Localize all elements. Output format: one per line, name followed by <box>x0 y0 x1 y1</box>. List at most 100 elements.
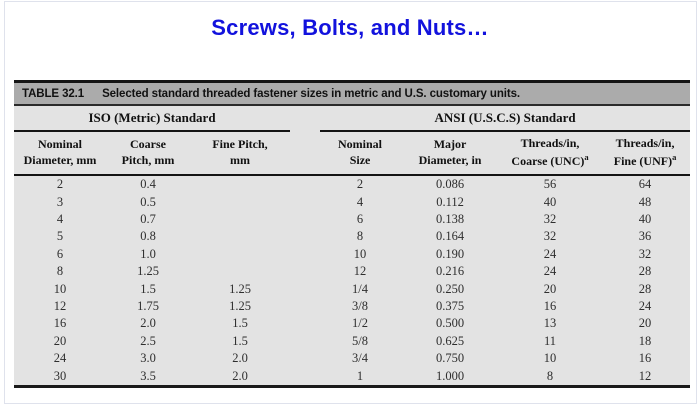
table-cell: 10 <box>53 281 67 296</box>
table-cell: 2.0 <box>232 351 248 366</box>
table-cell: 1.000 <box>435 368 465 383</box>
column-header-coarse-pitch: Coarse Pitch, mm <box>106 131 190 177</box>
column-gap <box>290 175 320 193</box>
table-cell: 0.8 <box>140 229 156 244</box>
table-caption: Selected standard threaded fastener size… <box>102 87 520 100</box>
table-cell: 36 <box>638 229 652 244</box>
table-row: 2 0.4 2 0.086 56 64 <box>14 175 690 193</box>
table-row: 30 3.5 2.0 1 1.000 8 12 <box>14 368 690 387</box>
table-cell: 2 <box>356 177 364 192</box>
table-cell: 12 <box>353 264 367 279</box>
table-cell: 24 <box>638 299 652 314</box>
column-gap <box>290 315 320 332</box>
table-cell: 10 <box>353 246 367 261</box>
table-cell: 3.5 <box>140 368 156 383</box>
header-line: Pitch, mm <box>121 152 175 167</box>
table-row: 12 1.75 1.25 3/8 0.375 16 24 <box>14 298 690 315</box>
table-cell: 24 <box>53 351 67 366</box>
table-cell: 0.500 <box>435 316 465 331</box>
table-cell: 1 <box>356 368 364 383</box>
header-line: Fine (UNF) <box>613 153 673 168</box>
table-cell: 1/2 <box>352 316 369 331</box>
header-line: Major <box>433 137 467 151</box>
table-row: 5 0.8 8 0.164 32 36 <box>14 228 690 245</box>
table-cell: 0.7 <box>140 212 156 226</box>
group-header-row: ISO (Metric) Standard ANSI (U.S.C.S) Sta… <box>14 106 691 132</box>
column-gap <box>290 211 320 228</box>
table-cell: 1.5 <box>232 333 248 348</box>
column-header-major-diameter: Major Diameter, in <box>400 131 501 177</box>
table-cell: 3/8 <box>352 299 369 314</box>
column-gap <box>290 298 320 315</box>
table-cell: 12 <box>53 299 67 314</box>
data-table: ISO (Metric) Standard ANSI (U.S.C.S) Sta… <box>14 106 691 389</box>
table-cell: 28 <box>638 264 652 279</box>
table-cell: 18 <box>638 333 652 348</box>
column-header-nominal-size: Nominal Size <box>320 131 401 177</box>
column-header-threads-coarse: Threads/in, Coarse (UNC)a <box>500 131 601 177</box>
table-cell: 24 <box>543 246 557 261</box>
header-line: Threads/in, <box>520 136 580 150</box>
table-cell: 10 <box>543 351 557 366</box>
table-cell: 0.164 <box>435 229 465 244</box>
table-row: 10 1.5 1.25 1/4 0.250 20 28 <box>14 281 690 298</box>
table-cell: 40 <box>543 194 557 209</box>
table-cell: 0.112 <box>436 194 464 209</box>
table-cell: 30 <box>53 368 67 383</box>
table-cell: 0.5 <box>140 194 156 209</box>
column-gap <box>290 228 320 245</box>
header-line: Size <box>349 152 371 167</box>
column-gap <box>290 333 320 350</box>
table-cell: 16 <box>638 351 652 366</box>
table-cell: 6 <box>356 212 364 226</box>
table-cell: 32 <box>638 246 652 261</box>
header-line: Coarse (UNC) <box>511 153 585 168</box>
table-cell: 0.086 <box>435 177 465 192</box>
table-cell: 3.0 <box>140 351 156 366</box>
table-cell: 0.375 <box>435 299 465 314</box>
table-cell: 0.4 <box>140 177 156 192</box>
table-cell: 3 <box>56 194 64 209</box>
group-header-iso: ISO (Metric) Standard <box>14 106 291 132</box>
table-cell: 1.25 <box>137 264 159 279</box>
column-gap <box>290 131 321 177</box>
table-cell: 5/8 <box>352 333 369 348</box>
table-cell: 64 <box>638 177 652 192</box>
table-cell: 1.25 <box>229 299 251 314</box>
table-row: 8 1.25 12 0.216 24 28 <box>14 263 690 280</box>
table-cell: 0.190 <box>435 246 465 261</box>
header-line: Diameter, in <box>418 152 482 167</box>
table-cell: 3/4 <box>352 351 369 366</box>
table-cell: 2.0 <box>232 368 248 383</box>
table-cell: 6 <box>56 246 64 261</box>
table-cell: 1/4 <box>352 281 369 296</box>
column-header-fine-pitch: Fine Pitch, mm <box>190 131 291 177</box>
table-cell: 20 <box>638 316 652 331</box>
column-gap <box>290 194 320 211</box>
column-gap <box>290 368 320 387</box>
table-cell: 32 <box>543 212 557 226</box>
table-cell: 1.25 <box>229 281 251 296</box>
table-cell: 24 <box>543 264 557 279</box>
table-cell: 8 <box>546 368 554 383</box>
table-cell: 0.216 <box>435 264 465 279</box>
column-header-nominal-diameter: Nominal Diameter, mm <box>14 131 106 177</box>
table-row: 16 2.0 1.5 1/2 0.500 13 20 <box>14 315 690 332</box>
fastener-table: TABLE 32.1 Selected standard threaded fa… <box>14 80 691 389</box>
table-cell: 2.5 <box>140 333 156 348</box>
table-cell <box>190 263 290 280</box>
column-gap <box>290 263 320 280</box>
header-line: Threads/in, <box>615 136 675 150</box>
column-gap <box>290 106 320 131</box>
header-line: Nominal <box>338 137 383 151</box>
table-number: TABLE 32.1 <box>22 87 85 100</box>
table-cell: 48 <box>638 194 652 209</box>
table-cell: 12 <box>638 368 652 383</box>
table-cell: 1.5 <box>140 281 156 296</box>
column-gap <box>290 281 320 298</box>
table-cell: 40 <box>638 212 652 226</box>
header-line: Coarse <box>130 137 166 151</box>
table-cell: 11 <box>544 333 557 348</box>
header-line: Nominal <box>37 137 82 151</box>
table-cell: 28 <box>638 281 652 296</box>
